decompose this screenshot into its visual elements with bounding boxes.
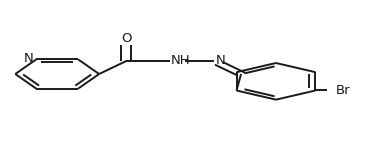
Text: N: N [23, 52, 33, 65]
Text: Br: Br [336, 84, 351, 97]
Text: NH: NH [171, 54, 190, 67]
Text: N: N [216, 54, 225, 67]
Text: O: O [121, 32, 131, 45]
